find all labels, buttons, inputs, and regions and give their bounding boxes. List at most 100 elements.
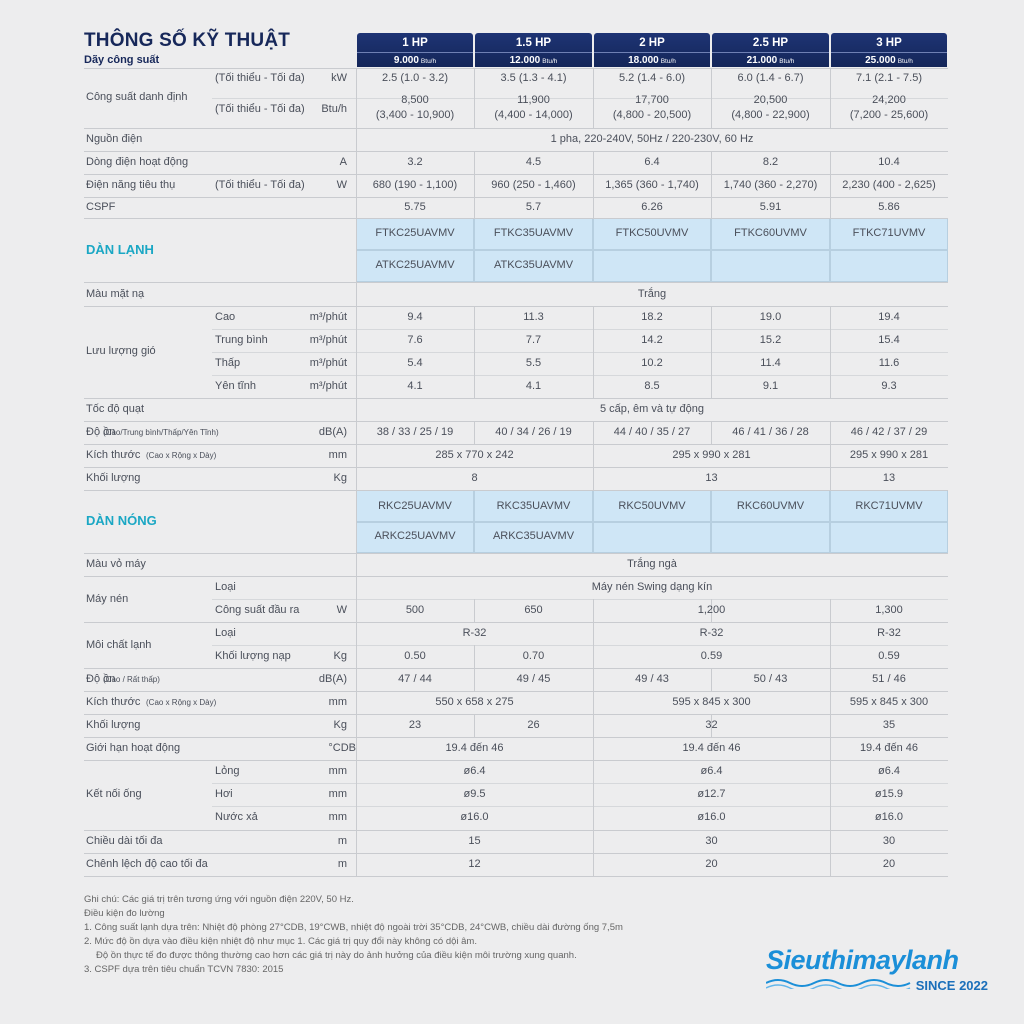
logo-name: Sieuthimaylanh (766, 945, 959, 975)
spec-value: R-32 (699, 627, 724, 639)
spec-unit: A (339, 156, 347, 168)
spec-value: 23 (408, 719, 422, 731)
row-divider (84, 490, 948, 491)
spec-label: Máy nén (86, 593, 129, 605)
model-btu-value: 9.000 (393, 55, 419, 66)
spec-value: ø16.0 (697, 811, 726, 823)
page-subtitle: Dãy công suất (84, 54, 160, 66)
spec-unit: Kg (333, 719, 347, 731)
model-hp: 1.5 HP (515, 37, 552, 49)
spec-value: 0.70 (522, 650, 545, 662)
cell-divider (711, 151, 712, 218)
spec-value: 15.2 (759, 334, 782, 346)
spec-value: 5.91 (759, 201, 782, 213)
spec-value: 11.3 (523, 311, 544, 323)
model-btu: 12.000 Btu/h (475, 52, 592, 66)
spec-value: 44 / 40 / 35 / 27 (613, 426, 691, 438)
spec-value: ø16.0 (460, 811, 489, 823)
spec-value: 295 x 990 x 281 (672, 449, 751, 461)
spec-value: 6.26 (641, 201, 663, 213)
spec-value: 0.59 (878, 650, 900, 662)
cell-divider (593, 444, 594, 467)
model-btu-unit: Btu/h (897, 58, 913, 65)
model-cell (593, 250, 711, 282)
row-divider (84, 553, 948, 554)
model-header: 1 HP 9.000 Btu/h (357, 33, 473, 67)
sub-row-divider (212, 98, 948, 99)
row-divider (84, 467, 948, 468)
cell-divider (593, 668, 594, 691)
spec-label: Lưu lượng gió (86, 345, 156, 357)
model-cell (474, 250, 593, 282)
airflow-level: Cao (215, 311, 236, 323)
spec-value: 38 / 33 / 25 / 19 (376, 426, 454, 438)
spec-value: 20,500 (753, 94, 788, 106)
spec-value: 19.0 (759, 311, 782, 323)
spec-sub-label: (Cao x Rộng x Dày) (146, 698, 217, 707)
row-divider (84, 421, 948, 422)
spec-value: ø6.4 (700, 765, 723, 777)
spec-value: 0.59 (700, 650, 723, 662)
model-name: FTKC71UVMV (852, 227, 926, 239)
spec-sub-label: Công suất đầu ra (215, 604, 300, 616)
notes: Ghi chú: Các giá trị trên tương ứng với … (84, 893, 623, 977)
cell-divider (474, 714, 475, 737)
model-cell (830, 522, 948, 553)
sub-row-divider (212, 806, 948, 807)
spec-label: Nguồn điện (86, 133, 143, 145)
cell-divider (830, 467, 831, 490)
model-btu-unit: Btu/h (542, 58, 558, 65)
model-name: FTKC60UVMV (734, 227, 807, 239)
spec-value: 50 / 43 (753, 673, 788, 685)
spec-value: 9.4 (407, 311, 423, 323)
spec-value: 30 (705, 835, 718, 847)
spec-value: 1,300 (875, 604, 903, 616)
spec-unit: dB(A) (318, 426, 347, 438)
spec-value: 11.4 (760, 357, 781, 369)
spec-value: 49 / 45 (516, 673, 551, 685)
model-btu: 21.000 Btu/h (712, 52, 829, 66)
row-divider (84, 68, 948, 69)
model-name: ARKC25UAVMV (374, 530, 456, 542)
spec-value: ø16.0 (874, 811, 904, 823)
cell-divider (593, 306, 594, 398)
row-divider (84, 398, 948, 399)
cell-divider (830, 830, 831, 876)
model-name: FTKC35UAVMV (493, 227, 574, 239)
spec-value: 17,700 (635, 94, 669, 106)
spec-value: 595 x 845 x 300 (672, 696, 751, 708)
spec-value: (4,400 - 14,000) (494, 109, 573, 121)
spec-value: 4.1 (525, 380, 542, 392)
cell-divider (711, 306, 712, 398)
spec-value: 5.86 (878, 201, 900, 213)
cell-divider (711, 714, 712, 737)
spec-sub-label: (Cao/Trung bình/Thấp/Yên Tĩnh) (103, 428, 219, 437)
spec-label: Chiều dài tối đa (86, 835, 163, 847)
row-divider (84, 622, 948, 623)
spec-value: 9.1 (762, 380, 779, 392)
wave-icon (766, 979, 911, 989)
airflow-level: Trung bình (215, 334, 268, 346)
spec-value: 295 x 990 x 281 (849, 449, 929, 461)
spec-value: (7,200 - 25,600) (849, 109, 929, 121)
spec-value: 5.5 (525, 357, 542, 369)
spec-value: 51 / 46 (872, 673, 906, 685)
cell-divider (830, 622, 831, 668)
spec-value: 6.4 (644, 156, 660, 168)
cell-divider (711, 599, 712, 622)
spec-unit: mm (328, 765, 347, 777)
spec-value: 8,500 (401, 94, 429, 106)
sub-row-divider (212, 375, 948, 376)
model-cell (830, 250, 948, 282)
spec-value: 0.50 (404, 650, 426, 662)
cell-divider (474, 599, 475, 622)
spec-unit: Btu/h (321, 103, 347, 115)
cell-divider (830, 151, 831, 218)
spec-value: Trắng ngà (627, 558, 677, 570)
spec-unit: mm (328, 449, 347, 461)
spec-label: Công suất danh định (86, 91, 188, 103)
spec-value: 9.3 (881, 380, 897, 392)
spec-value: ø15.9 (874, 788, 904, 800)
model-name: ATKC25UAVMV (375, 259, 455, 271)
